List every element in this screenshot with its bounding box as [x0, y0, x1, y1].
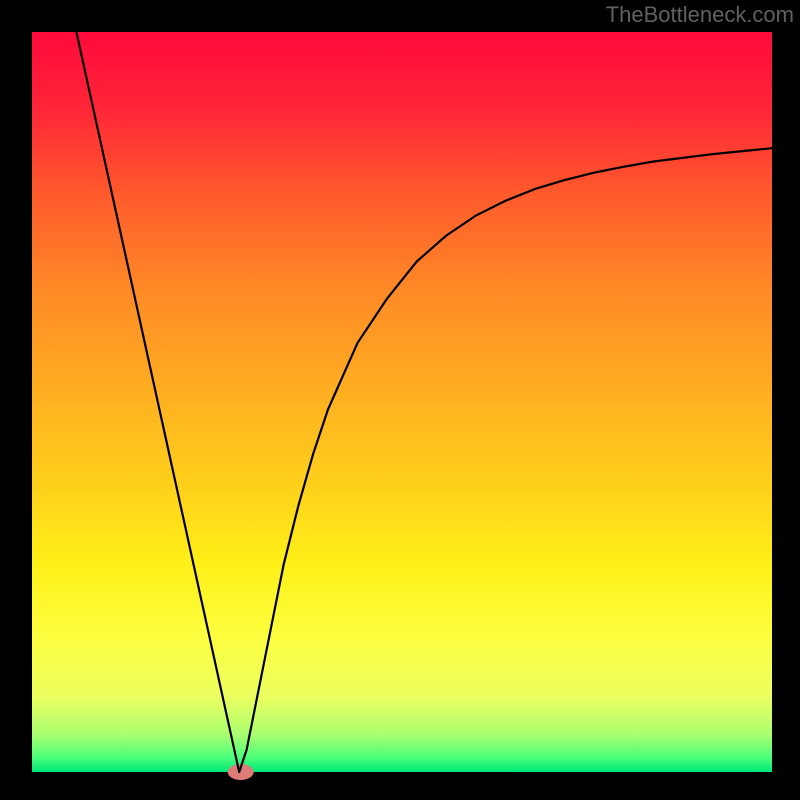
bottleneck-chart	[0, 0, 800, 800]
watermark-text: TheBottleneck.com	[606, 2, 794, 28]
plot-background	[32, 32, 772, 772]
